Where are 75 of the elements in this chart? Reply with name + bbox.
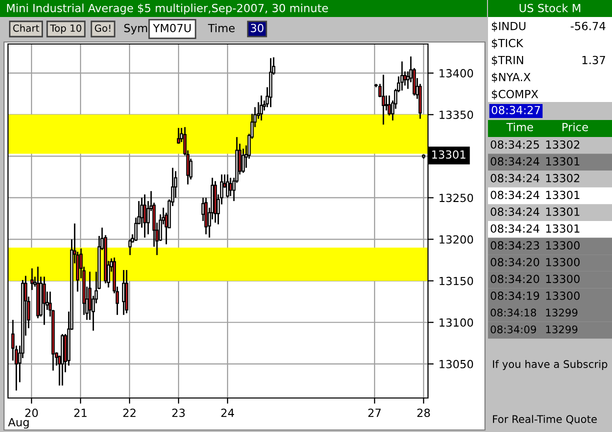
text: 08:34:25 bbox=[490, 140, 539, 149]
candlestick bbox=[128, 238, 132, 256]
text: 13301 bbox=[546, 224, 580, 233]
candlestick bbox=[228, 177, 232, 197]
text: Price bbox=[562, 122, 588, 132]
x-tick-label: 23 bbox=[172, 408, 185, 418]
text: Time bbox=[208, 24, 235, 32]
text: 08:34:24 bbox=[490, 190, 540, 200]
y-tick-label: 13100 bbox=[440, 318, 474, 327]
text: For Real-Time Quote bbox=[493, 414, 597, 424]
text: 13301 bbox=[546, 157, 580, 166]
text: 08:34:09 bbox=[490, 325, 536, 334]
text: 13300 bbox=[546, 241, 580, 250]
text: 08:34:23 bbox=[490, 241, 540, 250]
text: 13300 bbox=[546, 258, 580, 266]
text: $NYA.X bbox=[492, 72, 531, 83]
text: 13301 bbox=[546, 208, 580, 216]
y-tick-label: 13350 bbox=[440, 110, 474, 120]
candlestick bbox=[260, 94, 264, 122]
text: If you have a Subscrip bbox=[493, 360, 608, 370]
text: 13301 bbox=[546, 190, 580, 200]
text: 13300 bbox=[546, 292, 580, 300]
text: 08:34:18 bbox=[490, 308, 536, 317]
text: 13302 bbox=[546, 140, 580, 149]
text: 13300 bbox=[546, 274, 580, 284]
text: 13301 bbox=[432, 150, 466, 159]
chart-title: Mini Industrial Average $5 multiplier,Sep-2007, 30 minute bbox=[7, 4, 328, 14]
text: Top 10 bbox=[50, 24, 82, 34]
x-tick-label: 28 bbox=[417, 408, 430, 418]
x-tick-label: 24 bbox=[221, 408, 234, 417]
x-tick-label: 22 bbox=[123, 408, 136, 417]
text: $TRIN bbox=[492, 56, 524, 66]
text: 13299 bbox=[546, 325, 578, 334]
text: Go! bbox=[94, 24, 110, 32]
candlestick bbox=[176, 127, 180, 144]
y-tick-label: 13400 bbox=[440, 69, 474, 78]
text: 08:34:24 bbox=[490, 224, 540, 233]
text: 13302 bbox=[546, 174, 580, 182]
x-tick-label: 20 bbox=[25, 408, 38, 418]
candlestick bbox=[143, 194, 146, 238]
text: 08:34:20 bbox=[490, 274, 540, 284]
text: -56.74 bbox=[570, 22, 606, 30]
candlestick bbox=[42, 276, 46, 326]
y-tick-label: 13200 bbox=[440, 235, 474, 244]
candlestick bbox=[226, 174, 230, 198]
candlestick bbox=[403, 70, 407, 86]
text: $COMPX bbox=[492, 90, 538, 100]
candlestick bbox=[122, 269, 126, 316]
text: 08:34:19 bbox=[490, 292, 540, 300]
text: 30 bbox=[250, 24, 264, 32]
text: 08:34:24 bbox=[490, 208, 540, 216]
text: 1.37 bbox=[582, 56, 606, 64]
text: 08:34:24 bbox=[490, 174, 540, 182]
text: 08:34:20 bbox=[490, 258, 540, 266]
candlestick bbox=[30, 268, 34, 291]
text: 08:34:27 bbox=[492, 106, 540, 114]
text: Time bbox=[506, 122, 533, 132]
y-tick-label: 13150 bbox=[440, 276, 474, 286]
text: YM07U bbox=[152, 24, 191, 32]
y-tick-label: 13050 bbox=[440, 360, 474, 368]
text: 13299 bbox=[546, 308, 578, 317]
text: Sym bbox=[124, 24, 148, 34]
candlestick bbox=[242, 148, 245, 174]
x-axis-title: Aug bbox=[8, 418, 29, 429]
y-tick-label: 13250 bbox=[440, 194, 474, 202]
candlestick bbox=[400, 60, 404, 92]
text: 08:34:24 bbox=[490, 157, 540, 166]
candlestick bbox=[382, 74, 386, 126]
text: Chart bbox=[13, 24, 40, 32]
x-tick-label: 27 bbox=[368, 408, 381, 417]
text: $TICK bbox=[492, 38, 524, 49]
text: US Stock M bbox=[520, 4, 580, 12]
candlestick bbox=[388, 94, 391, 116]
x-tick-label: 21 bbox=[74, 408, 87, 417]
text: $INDU bbox=[492, 22, 526, 32]
